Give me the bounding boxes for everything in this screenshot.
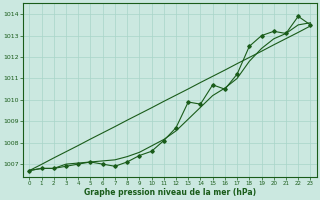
X-axis label: Graphe pression niveau de la mer (hPa): Graphe pression niveau de la mer (hPa) [84, 188, 256, 197]
